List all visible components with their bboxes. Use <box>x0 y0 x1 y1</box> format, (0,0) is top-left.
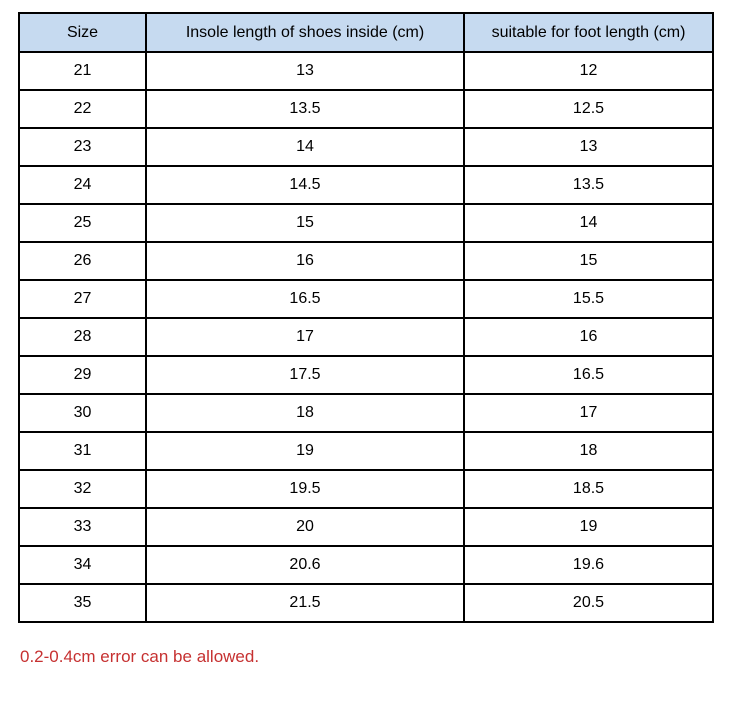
size-cell: 33 <box>18 507 147 547</box>
column-header-size: Size <box>18 12 147 53</box>
error-tolerance-note: 0.2-0.4cm error can be allowed. <box>20 647 260 666</box>
size-cell: 28 <box>18 317 147 357</box>
foot-length-cell: 12 <box>463 51 714 91</box>
size-cell: 32 <box>18 469 147 509</box>
size-cell: 34 <box>18 545 147 585</box>
insole-length-cell: 16 <box>145 241 465 281</box>
insole-length-cell: 14.5 <box>145 165 465 205</box>
table-row: 26 16 15 <box>18 241 714 281</box>
insole-length-cell: 20.6 <box>145 545 465 585</box>
insole-length-cell: 13.5 <box>145 89 465 129</box>
table-row: 34 20.6 19.6 <box>18 545 714 585</box>
table-row: 28 17 16 <box>18 317 714 357</box>
size-cell: 23 <box>18 127 147 167</box>
table-row: 22 13.5 12.5 <box>18 89 714 129</box>
insole-length-cell: 13 <box>145 51 465 91</box>
table-row: 35 21.5 20.5 <box>18 583 714 623</box>
insole-length-cell: 19 <box>145 431 465 471</box>
table-row: 27 16.5 15.5 <box>18 279 714 319</box>
insole-length-cell: 17 <box>145 317 465 357</box>
shoe-size-table: Size Insole length of shoes inside (cm) … <box>18 12 714 623</box>
size-cell: 29 <box>18 355 147 395</box>
column-header-insole-length: Insole length of shoes inside (cm) <box>145 12 465 53</box>
foot-length-cell: 20.5 <box>463 583 714 623</box>
foot-length-cell: 18 <box>463 431 714 471</box>
foot-length-cell: 16 <box>463 317 714 357</box>
foot-length-cell: 18.5 <box>463 469 714 509</box>
table-row: 23 14 13 <box>18 127 714 167</box>
foot-length-cell: 19 <box>463 507 714 547</box>
insole-length-cell: 18 <box>145 393 465 433</box>
foot-length-cell: 13.5 <box>463 165 714 205</box>
size-cell: 24 <box>18 165 147 205</box>
foot-length-cell: 14 <box>463 203 714 243</box>
table-row: 32 19.5 18.5 <box>18 469 714 509</box>
table-header-row: Size Insole length of shoes inside (cm) … <box>18 12 714 53</box>
size-cell: 21 <box>18 51 147 91</box>
table-row: 31 19 18 <box>18 431 714 471</box>
table-row: 24 14.5 13.5 <box>18 165 714 205</box>
size-cell: 25 <box>18 203 147 243</box>
insole-length-cell: 14 <box>145 127 465 167</box>
insole-length-cell: 15 <box>145 203 465 243</box>
foot-length-cell: 15.5 <box>463 279 714 319</box>
insole-length-cell: 19.5 <box>145 469 465 509</box>
table-row: 30 18 17 <box>18 393 714 433</box>
foot-length-cell: 16.5 <box>463 355 714 395</box>
size-cell: 26 <box>18 241 147 281</box>
size-cell: 30 <box>18 393 147 433</box>
foot-length-cell: 15 <box>463 241 714 281</box>
table-row: 25 15 14 <box>18 203 714 243</box>
size-cell: 31 <box>18 431 147 471</box>
size-cell: 27 <box>18 279 147 319</box>
column-header-foot-length: suitable for foot length (cm) <box>463 12 714 53</box>
insole-length-cell: 16.5 <box>145 279 465 319</box>
table-row: 21 13 12 <box>18 51 714 91</box>
foot-length-cell: 12.5 <box>463 89 714 129</box>
insole-length-cell: 17.5 <box>145 355 465 395</box>
size-cell: 35 <box>18 583 147 623</box>
foot-length-cell: 19.6 <box>463 545 714 585</box>
foot-length-cell: 17 <box>463 393 714 433</box>
size-cell: 22 <box>18 89 147 129</box>
insole-length-cell: 21.5 <box>145 583 465 623</box>
table-row: 29 17.5 16.5 <box>18 355 714 395</box>
foot-length-cell: 13 <box>463 127 714 167</box>
insole-length-cell: 20 <box>145 507 465 547</box>
table-body: 21 13 12 22 13.5 12.5 23 14 13 24 14.5 13.5 25 15 14 26… <box>18 51 714 623</box>
table-row: 33 20 19 <box>18 507 714 547</box>
